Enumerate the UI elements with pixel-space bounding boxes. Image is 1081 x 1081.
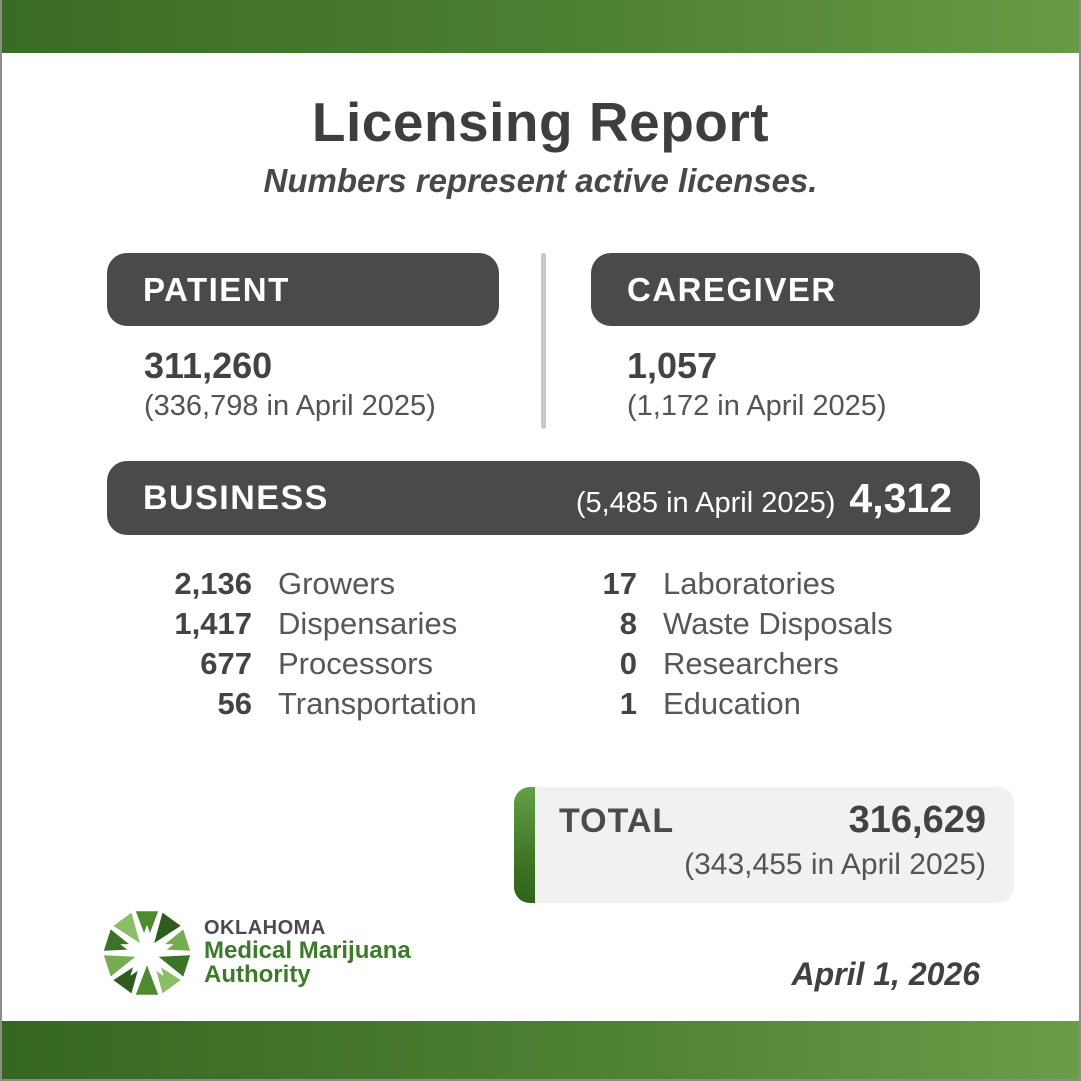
breakdown-row-dispensaries: 1,417 Dispensaries xyxy=(142,604,477,644)
breakdown-row-growers: 2,136 Growers xyxy=(142,564,477,604)
total-box: TOTAL 316,629 (343,455 in April 2025) xyxy=(514,787,1014,903)
laboratories-label: Laboratories xyxy=(663,566,836,601)
growers-label: Growers xyxy=(278,566,396,601)
page-title: Licensing Report xyxy=(311,91,770,153)
top-banner xyxy=(2,0,1079,53)
growers-count: 2,136 xyxy=(174,566,252,601)
patient-label: PATIENT xyxy=(143,270,290,308)
education-count: 1 xyxy=(619,686,637,721)
breakdown-row-education: 1 Education xyxy=(522,684,893,724)
page-subtitle: Numbers represent active licenses. xyxy=(263,162,818,199)
breakdown-row-waste-disposals: 8 Waste Disposals xyxy=(522,604,893,644)
total-previous: (343,455 in April 2025) xyxy=(684,848,986,881)
breakdown-row-researchers: 0 Researchers xyxy=(522,644,893,684)
researchers-count: 0 xyxy=(619,646,637,681)
processors-count: 677 xyxy=(200,646,252,681)
education-label: Education xyxy=(663,686,801,721)
caregiver-previous: (1,172 in April 2025) xyxy=(627,390,887,422)
patient-count: 311,260 xyxy=(144,345,273,386)
dispensaries-label: Dispensaries xyxy=(278,606,458,641)
total-content: TOTAL 316,629 (343,455 in April 2025) xyxy=(559,799,986,882)
caregiver-header-pill: CAREGIVER xyxy=(591,253,980,326)
business-breakdown-left: 2,136 Growers 1,417 Dispensaries 677 Pro… xyxy=(142,564,477,724)
business-previous: (5,485 in April 2025) xyxy=(575,486,836,519)
logo-authority: Authority xyxy=(204,961,311,989)
processors-label: Processors xyxy=(278,646,434,681)
report-date: April 1, 2026 xyxy=(791,956,980,992)
business-header-pill: BUSINESS (5,485 in April 2025) 4,312 xyxy=(107,461,980,535)
laboratories-count: 17 xyxy=(602,566,637,601)
caregiver-label: CAREGIVER xyxy=(627,270,837,308)
omma-star-icon xyxy=(103,911,191,995)
business-label: BUSINESS xyxy=(143,478,329,517)
patient-stats: 311,260 (336,798 in April 2025) xyxy=(144,345,436,425)
business-count: 4,312 xyxy=(849,474,952,521)
breakdown-row-processors: 677 Processors xyxy=(142,644,477,684)
caregiver-stats: 1,057 (1,172 in April 2025) xyxy=(627,345,887,425)
logo-oklahoma: OKLAHOMA xyxy=(204,917,326,940)
total-label: TOTAL xyxy=(559,802,675,840)
transportation-count: 56 xyxy=(217,686,252,721)
omma-logo: OKLAHOMA Medical Marijuana Authority xyxy=(100,906,411,1000)
patient-header-pill: PATIENT xyxy=(107,253,499,326)
column-divider xyxy=(541,253,546,429)
business-breakdown-right: 17 Laboratories 8 Waste Disposals 0 Rese… xyxy=(522,564,893,724)
breakdown-row-laboratories: 17 Laboratories xyxy=(522,564,893,604)
caregiver-count: 1,057 xyxy=(627,345,718,386)
waste-disposals-label: Waste Disposals xyxy=(663,606,893,641)
bottom-banner xyxy=(2,1021,1079,1079)
researchers-label: Researchers xyxy=(663,646,839,681)
patient-previous: (336,798 in April 2025) xyxy=(144,390,436,422)
omma-logo-text: OKLAHOMA Medical Marijuana Authority xyxy=(204,918,411,987)
business-totals: (5,485 in April 2025) 4,312 xyxy=(576,475,952,522)
dispensaries-count: 1,417 xyxy=(174,606,252,641)
waste-disposals-count: 8 xyxy=(619,606,637,641)
logo-medical-marijuana: Medical Marijuana xyxy=(204,936,411,964)
transportation-label: Transportation xyxy=(278,686,477,721)
total-green-accent-bar xyxy=(514,787,535,903)
total-count: 316,629 xyxy=(848,799,986,841)
breakdown-row-transportation: 56 Transportation xyxy=(142,684,477,724)
